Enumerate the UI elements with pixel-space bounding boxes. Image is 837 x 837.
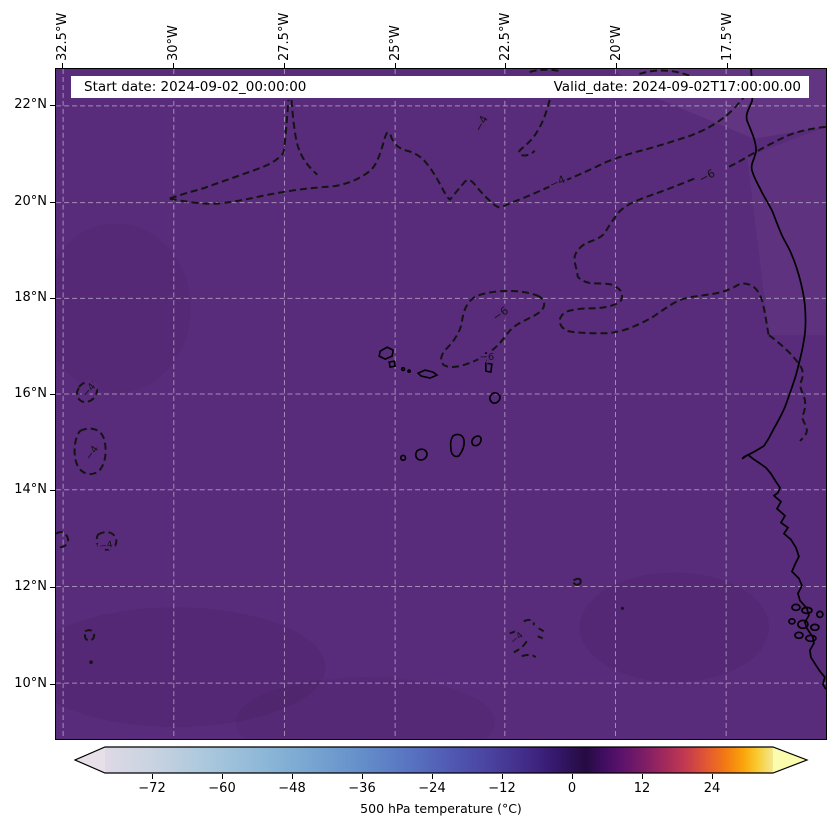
contour-value-label: −4 (547, 173, 567, 192)
colorbar-tick-label: 24 (703, 781, 721, 796)
x-tick-mark (615, 63, 617, 68)
x-tick-mark (283, 63, 285, 68)
x-tick-label: 20°W (608, 25, 624, 61)
x-tick-mark (504, 63, 506, 68)
map-canvas: −4−4 −6−6−6−4−4−4−4 (56, 69, 826, 739)
colorbar-tick-mark (432, 774, 433, 779)
colorbar-extend-left-arrow (75, 747, 105, 773)
colorbar-tick-label: 0 (567, 781, 577, 796)
x-tick-label: 25°W (387, 25, 403, 61)
x-tick-mark (61, 63, 63, 68)
contour-specks (89, 577, 624, 665)
x-tick-mark (394, 63, 396, 68)
graticule-gridlines (56, 69, 826, 739)
x-tick-mark (726, 63, 728, 68)
colorbar-tick-label: −12 (488, 781, 516, 796)
colorbar-tick-mark (152, 774, 153, 779)
colorbar-outline (74, 746, 809, 774)
colorbar-tick-label: 12 (633, 781, 651, 796)
map-plot-area: −4 −4 −6 −6 −6 −4 −4 −4 −4 Start date: 2024-09-0… (55, 68, 827, 740)
colorbar-tick-label: −48 (278, 781, 306, 796)
x-tick-label: 30°W (165, 25, 181, 61)
contour-value-label: −4 (472, 113, 491, 133)
colorbar-tick-mark (712, 774, 713, 779)
valid-date-label: Valid_date: 2024-09-02T17:00:00.00 (553, 79, 801, 95)
y-tick-label: 20°N (14, 194, 47, 209)
y-tick-mark (50, 201, 55, 203)
y-tick-label: 14°N (14, 482, 47, 497)
y-tick-label: 18°N (14, 290, 47, 305)
y-tick-mark (50, 586, 55, 588)
colorbar-tick-label: −36 (348, 781, 376, 796)
contour-value-label: −4 (99, 540, 114, 552)
y-tick-label: 16°N (14, 386, 47, 401)
y-tick-mark (50, 297, 55, 299)
colorbar-tick-mark (292, 774, 293, 779)
x-tick-label: 32.5°W (54, 12, 70, 61)
colorbar-tick-mark (362, 774, 363, 779)
y-tick-label: 22°N (14, 97, 47, 112)
contour-value-label: −6 (480, 352, 495, 363)
start-date-label: Start date: 2024-09-02_00:00:00 (84, 79, 307, 95)
x-tick-mark (172, 63, 174, 68)
colorbar-tick-mark (222, 774, 223, 779)
colorbar-extend-right-arrow (773, 747, 807, 773)
colorbar-tick-mark (572, 774, 573, 779)
x-tick-label: 27.5°W (276, 12, 292, 61)
temperature-contours (56, 69, 826, 659)
y-tick-mark (50, 393, 55, 395)
y-tick-mark (50, 104, 55, 106)
y-tick-label: 12°N (14, 579, 47, 594)
colorbar-tick-label: −72 (138, 781, 166, 796)
x-tick-label: 17.5°W (719, 12, 735, 61)
y-tick-mark (50, 683, 55, 685)
x-tick-label: 22.5°W (497, 12, 513, 61)
date-annotation-strip: Start date: 2024-09-02_00:00:00 Valid_da… (71, 76, 809, 98)
colorbar-tick-mark (642, 774, 643, 779)
african-coastline (741, 69, 826, 690)
colorbar-tick-mark (502, 774, 503, 779)
colorbar-tick-label: −60 (208, 781, 236, 796)
colorbar-gradient-bar (105, 747, 773, 773)
contour-value-labels: −4−4 −6−6−6−4−4−4−4 (78, 111, 720, 649)
colorbar-axis-label: 500 hPa temperature (°C) (360, 801, 522, 816)
colorbar (74, 746, 809, 774)
contour-value-label: −6 (490, 304, 511, 324)
contour-value-label: −6 (697, 167, 717, 186)
colorbar-tick-label: −24 (418, 781, 446, 796)
cape-verde-islands-coastlines (378, 346, 501, 462)
y-tick-mark (50, 489, 55, 491)
y-tick-label: 10°N (14, 676, 47, 691)
field-shading (56, 69, 826, 739)
contour-value-label: −4 (84, 444, 101, 462)
